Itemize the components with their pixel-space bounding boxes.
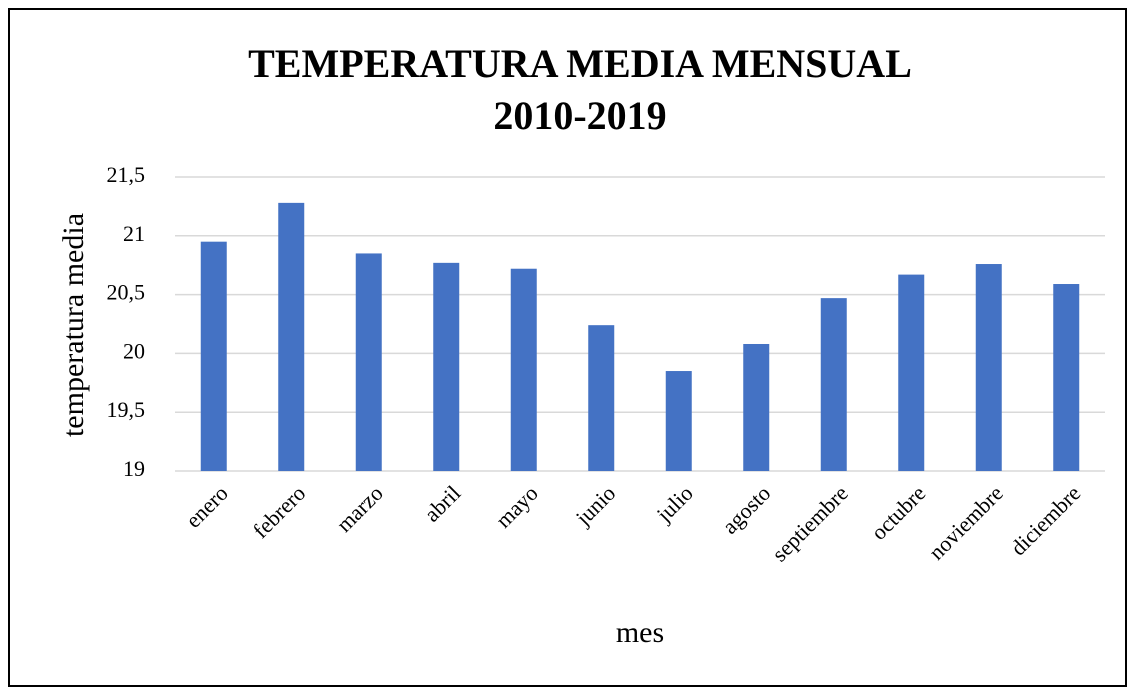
bar [820,298,847,471]
bar [1053,284,1080,471]
y-axis-label: temperatura media [57,213,90,437]
y-tick-label: 21,5 [107,162,146,187]
y-tick-label: 20 [123,338,145,363]
chart-title: TEMPERATURA MEDIA MENSUAL [248,41,912,86]
y-tick-label: 20,5 [107,280,146,305]
bar [975,264,1002,471]
x-axis-label: mes [616,616,664,649]
bar [278,202,305,471]
y-tick-label: 21 [123,221,145,246]
chart-border [8,8,1127,687]
bar [665,371,692,471]
bar [433,262,460,471]
bar [898,274,925,471]
chart-title: 2010-2019 [493,93,666,138]
bar [200,241,227,471]
bar [510,268,537,471]
bar [355,253,382,471]
y-tick-label: 19,5 [107,397,146,422]
bar [588,325,615,471]
y-tick-label: 19 [123,456,145,481]
bar [743,343,770,471]
